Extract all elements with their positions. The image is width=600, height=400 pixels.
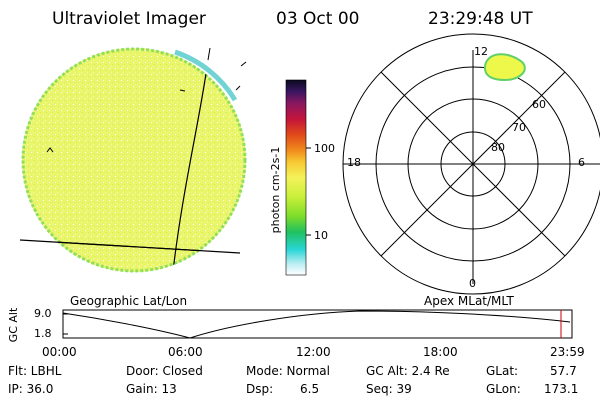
mlt-label: 6 [578,156,585,169]
polar-grid [342,33,600,295]
colorbar [285,79,307,276]
colorbar-label: photon cm-2s-1 [269,146,282,234]
status-seq: Seq: 39 [366,382,412,396]
status-gc-alt: GC Alt: 2.4 Re [366,364,450,378]
mlt-label: 0 [469,277,476,290]
mlt-label: 12 [474,45,488,58]
status-glon-label: GLon: [486,382,521,396]
status-dsp-value: 6.5 [300,382,320,396]
altitude-curve [62,310,571,339]
altitude-ytick: 1.8 [34,327,52,340]
status-glat-value: 57.7 [550,364,577,378]
altitude-strip [62,309,573,339]
colorbar-tick: 100 [314,142,335,155]
time-tick: 12:00 [296,345,331,359]
status-dsp-label: Dsp: [246,382,274,396]
mlt-label: 18 [347,156,361,169]
date-label: 03 Oct 00 [276,9,360,29]
status-glat-label: GLat: [486,364,519,378]
status-glon-value: 173.1 [544,382,579,396]
lat-label: 60 [532,98,546,111]
status-gain: Gain: 13 [126,382,177,396]
status-door: Door: Closed [126,364,203,378]
status-filter: Flt: LBHL [8,364,62,378]
time-label: 23:29:48 UT [428,9,533,29]
time-tick: 23:59 [550,345,585,359]
uv-image-disk [19,47,247,273]
altitude-ytick: 9.0 [34,307,52,320]
time-tick: 18:00 [423,345,458,359]
altitude-ylabel: GC Alt [7,307,20,343]
caption-apex: Apex MLat/MLT [424,294,514,308]
auroral-oval [483,53,526,82]
time-tick: 00:00 [42,345,77,359]
instrument-title: Ultraviolet Imager [52,9,206,29]
status-ip: IP: 36.0 [8,382,54,396]
colorbar-tick: 10 [314,229,328,242]
status-mode: Mode: Normal [246,364,330,378]
caption-geographic: Geographic Lat/Lon [70,294,188,308]
time-tick: 06:00 [168,345,203,359]
lat-label: 80 [491,141,505,154]
lat-label: 70 [512,121,526,134]
